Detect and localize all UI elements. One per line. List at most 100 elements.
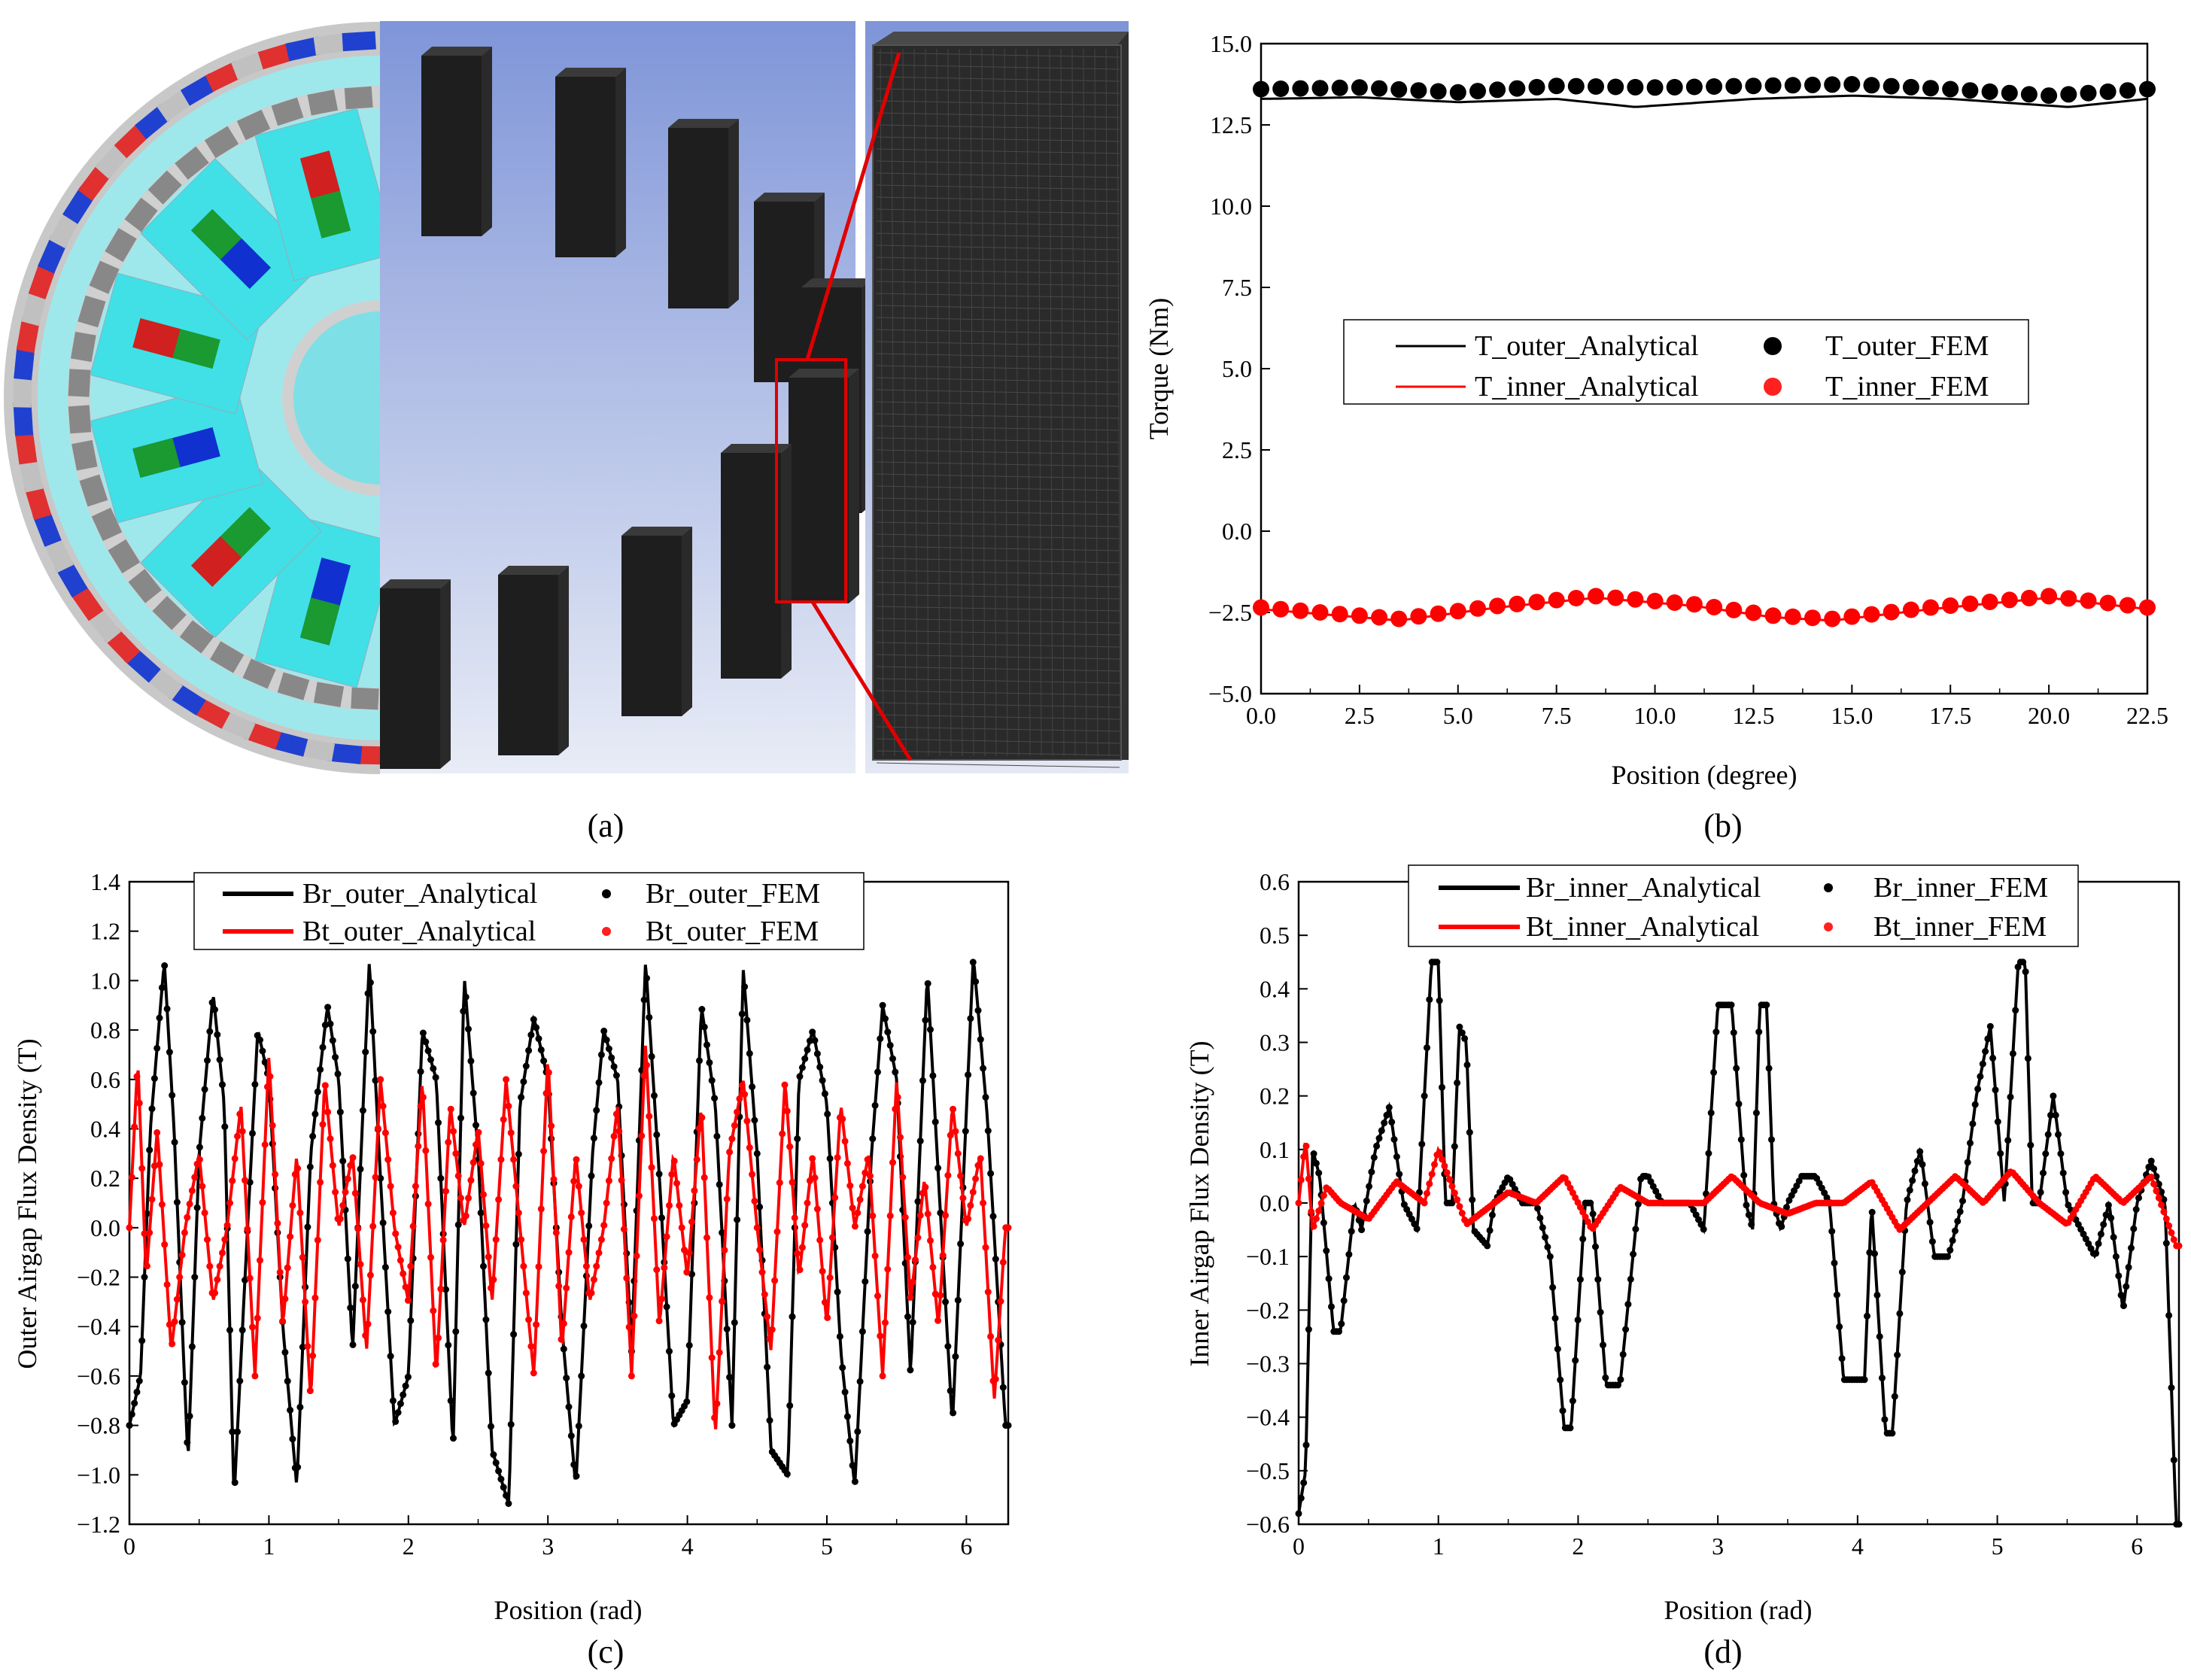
data-point bbox=[173, 1198, 181, 1206]
data-point bbox=[354, 1225, 362, 1232]
data-point bbox=[2153, 1173, 2160, 1180]
data-point bbox=[1534, 1205, 1542, 1212]
pole-piece bbox=[242, 658, 276, 689]
zoom-line-bottom bbox=[810, 600, 913, 761]
data-point bbox=[753, 1224, 761, 1232]
data-point bbox=[497, 1156, 505, 1163]
data-point bbox=[1448, 1183, 1456, 1190]
data-point bbox=[336, 1215, 344, 1223]
data-point bbox=[924, 1211, 931, 1217]
data-point bbox=[146, 1147, 153, 1154]
data-point bbox=[766, 1417, 773, 1424]
data-point bbox=[590, 1276, 597, 1284]
data-point bbox=[206, 1262, 214, 1270]
data-point bbox=[485, 1253, 492, 1261]
data-point bbox=[565, 1249, 573, 1256]
data-point bbox=[1624, 1301, 1632, 1308]
data-point bbox=[1424, 1189, 1430, 1197]
data-point bbox=[798, 1064, 806, 1071]
data-point bbox=[1831, 1259, 1838, 1267]
legend-c-label-3: Bt_outer_FEM bbox=[646, 916, 819, 947]
data-point bbox=[362, 1048, 369, 1056]
data-point bbox=[465, 1025, 472, 1033]
data-point bbox=[424, 1047, 432, 1055]
mesh-line bbox=[1071, 48, 1076, 757]
data-point bbox=[700, 1174, 708, 1181]
y-tick-label: 0.2 bbox=[90, 1165, 120, 1192]
data-point bbox=[246, 1274, 254, 1282]
data-point bbox=[927, 1237, 934, 1244]
data-point bbox=[1466, 1129, 1473, 1136]
data-point bbox=[2044, 1131, 2052, 1138]
data-point bbox=[651, 1215, 658, 1223]
data-point bbox=[369, 1223, 377, 1230]
data-point bbox=[937, 1209, 944, 1217]
y-tick-label: 1.4 bbox=[90, 868, 120, 895]
data-point bbox=[912, 1256, 919, 1263]
data-point bbox=[977, 1155, 984, 1162]
outer-magnet-segment bbox=[13, 402, 34, 436]
data-point bbox=[573, 1156, 580, 1163]
data-point bbox=[967, 1202, 974, 1209]
data-point bbox=[2153, 1187, 2160, 1195]
mesh-line bbox=[876, 353, 1120, 359]
legend-d-label-1: Br_inner_FEM bbox=[1873, 872, 2048, 904]
data-point bbox=[1315, 1169, 1323, 1177]
data-point bbox=[537, 1205, 545, 1213]
data-point bbox=[678, 1224, 685, 1232]
data-point bbox=[841, 1388, 849, 1396]
data-point bbox=[927, 1026, 934, 1033]
mesh-line bbox=[876, 257, 1120, 263]
data-point bbox=[542, 1089, 550, 1097]
data-point bbox=[339, 1157, 347, 1165]
data-point bbox=[334, 1070, 342, 1077]
data-point bbox=[510, 1331, 518, 1338]
data-point bbox=[798, 1244, 806, 1251]
mesh-line bbox=[876, 245, 1120, 251]
data-point bbox=[1911, 1167, 1919, 1174]
data-point bbox=[347, 1162, 354, 1169]
data-point bbox=[1310, 1150, 1317, 1157]
data-point bbox=[1967, 1139, 1974, 1147]
data-point bbox=[796, 1073, 804, 1080]
mesh-line bbox=[876, 172, 1120, 178]
data-point bbox=[450, 1128, 457, 1135]
data-point bbox=[886, 1041, 894, 1049]
data-point bbox=[1439, 1156, 1445, 1163]
data-point bbox=[309, 1132, 317, 1140]
legend-b-label-2: T_inner_Analytical bbox=[1475, 371, 1699, 403]
data-point bbox=[892, 1068, 899, 1076]
data-point bbox=[1253, 599, 1269, 616]
pole-piece bbox=[175, 146, 209, 180]
data-point bbox=[1964, 1159, 1971, 1166]
data-point bbox=[191, 1174, 199, 1181]
data-point bbox=[470, 1089, 477, 1097]
data-point bbox=[879, 1372, 886, 1380]
chart-c-legend: Br_outer_Analytical Br_outer_FEM Bt_oute… bbox=[193, 872, 865, 950]
data-point bbox=[1559, 1407, 1567, 1414]
data-point bbox=[1898, 1268, 1906, 1276]
data-point bbox=[1902, 601, 1919, 618]
data-point bbox=[811, 1037, 819, 1044]
data-point bbox=[1685, 78, 1703, 96]
data-point bbox=[349, 1154, 357, 1162]
data-point bbox=[374, 1125, 381, 1132]
data-point bbox=[1484, 1242, 1491, 1250]
data-point bbox=[480, 1262, 487, 1270]
x-tick-label: 3 bbox=[542, 1533, 554, 1560]
data-point bbox=[1752, 1109, 1760, 1116]
chart-b-series bbox=[1253, 76, 2156, 627]
data-point bbox=[1896, 1310, 1904, 1317]
magnet-block bbox=[789, 378, 849, 603]
x-tick-label: 6 bbox=[2131, 1533, 2143, 1560]
data-point bbox=[314, 1236, 321, 1244]
data-point bbox=[989, 1213, 997, 1220]
data-point bbox=[708, 1077, 716, 1084]
magnet-block-top bbox=[421, 47, 492, 56]
data-point bbox=[2092, 1250, 2100, 1257]
data-point bbox=[422, 1147, 430, 1154]
magnet-block-side bbox=[849, 369, 859, 603]
data-point bbox=[473, 1141, 479, 1148]
data-point bbox=[1735, 1100, 1743, 1107]
data-point bbox=[1451, 1143, 1458, 1150]
